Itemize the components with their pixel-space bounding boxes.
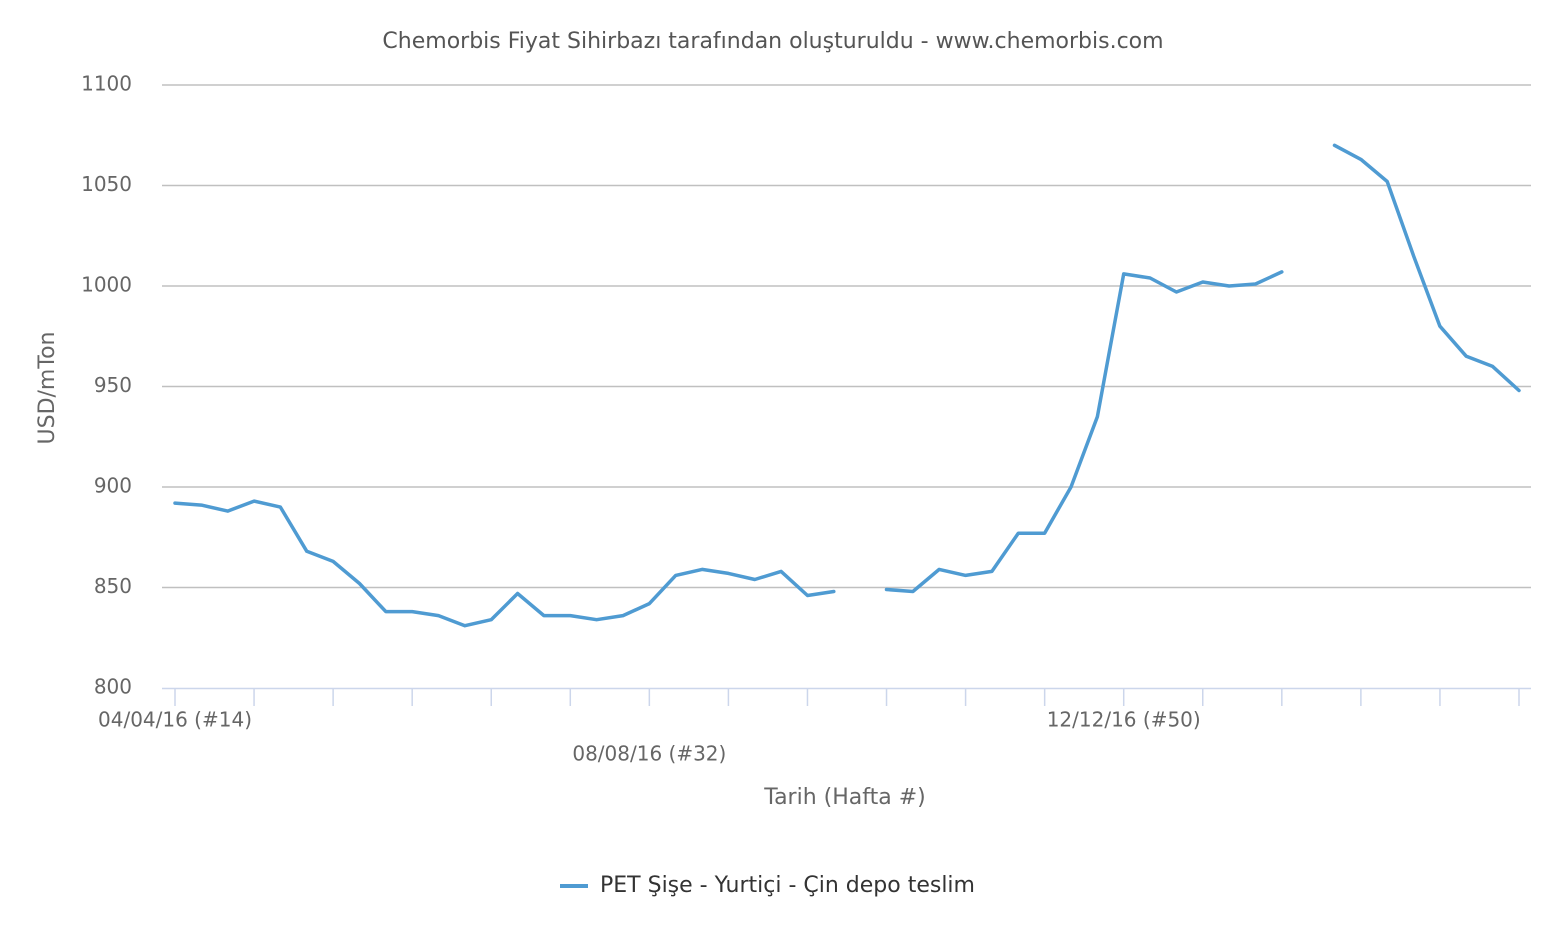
y-tick-label: 850	[94, 574, 132, 598]
y-tick-label: 1000	[81, 273, 132, 297]
x-tick-label: 04/04/16 (#14)	[98, 708, 252, 732]
x-tick-label: 12/12/16 (#50)	[1047, 708, 1201, 732]
line-series	[173, 143, 1521, 628]
y-tick-label: 900	[94, 474, 132, 498]
y-tick-label: 800	[94, 675, 132, 699]
x-axis-title: Tarih (Hafta #)	[763, 785, 925, 810]
legend-label: PET Şişe - Yurtiçi - Çin depo teslim	[600, 873, 975, 898]
y-tick-label: 1050	[81, 172, 132, 196]
x-tick-label: 08/08/16 (#32)	[572, 742, 726, 766]
y-axis-title: USD/mTon	[35, 332, 60, 445]
y-tick-label: 950	[94, 373, 132, 397]
y-tick-label: 1100	[81, 72, 132, 96]
chart-title: Chemorbis Fiyat Sihirbazı tarafından olu…	[382, 29, 1163, 54]
